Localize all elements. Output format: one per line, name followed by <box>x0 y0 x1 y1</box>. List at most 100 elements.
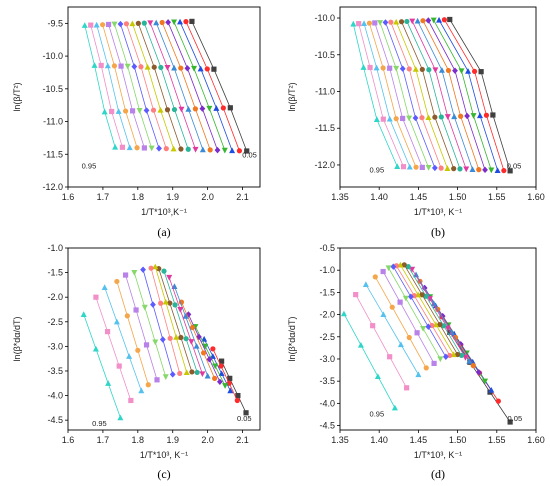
data-point <box>380 116 386 122</box>
data-point <box>185 311 192 318</box>
y-axis-label: ln(β*dα/dT) <box>12 317 22 362</box>
data-point <box>153 19 160 26</box>
data-point <box>128 397 134 404</box>
series-line <box>401 21 455 169</box>
series-line <box>415 274 470 362</box>
series-line <box>167 22 218 151</box>
data-point <box>140 266 146 273</box>
data-point <box>80 311 87 318</box>
data-point <box>171 64 178 71</box>
data-point <box>131 269 138 276</box>
data-point <box>163 146 169 152</box>
data-point <box>447 16 453 23</box>
x-tick-label: 2.0 <box>201 192 214 202</box>
data-point <box>104 62 111 69</box>
data-point <box>199 105 206 112</box>
x-axis-label: 1/T*10³, K⁻¹ <box>414 450 462 460</box>
data-point <box>189 369 195 375</box>
series-line <box>143 22 189 150</box>
data-point <box>425 114 432 121</box>
data-point <box>386 115 393 122</box>
data-point <box>340 310 347 317</box>
data-point <box>399 65 406 72</box>
y-tick-label: -2.5 <box>319 332 335 342</box>
series-line <box>358 23 404 167</box>
panel-caption: (c) <box>157 467 170 481</box>
data-point <box>165 19 172 26</box>
conversion-label: 0.95 <box>82 162 97 171</box>
series-line <box>212 348 238 401</box>
conversion-label: 0.05 <box>507 162 522 171</box>
data-point <box>91 62 98 68</box>
data-point <box>470 363 476 369</box>
series-line <box>126 23 167 149</box>
y-tick-label: -0.5 <box>319 243 335 253</box>
data-point <box>124 313 130 319</box>
data-point <box>457 166 463 172</box>
data-point <box>158 64 164 71</box>
series-line <box>191 21 248 152</box>
data-point <box>188 339 195 345</box>
data-point <box>475 369 482 376</box>
data-point <box>455 351 461 358</box>
data-point <box>430 17 437 24</box>
series-line <box>137 23 182 150</box>
data-point <box>193 342 200 349</box>
data-point <box>488 386 495 393</box>
data-point <box>156 266 162 272</box>
data-point <box>390 263 397 270</box>
data-point <box>432 114 438 120</box>
series-line <box>108 24 145 149</box>
series-line <box>390 22 442 169</box>
panel-d: 1.35 1.40 1.45 1.50 1.55 1.60 -4.5 -4.0 -3.5 -3.0… <box>287 243 545 481</box>
data-point <box>444 325 451 332</box>
data-point <box>406 115 413 122</box>
data-point <box>144 63 151 70</box>
x-tick-label: 1.8 <box>132 192 145 202</box>
conversion-label: 0.05 <box>508 414 523 423</box>
series-line <box>155 22 204 150</box>
data-point <box>425 165 432 171</box>
x-tick-label: 1.6 <box>62 192 75 202</box>
data-point <box>419 115 425 121</box>
series-line <box>95 297 132 401</box>
y-tick-label: -1.0 <box>319 265 335 275</box>
series-line <box>400 264 455 355</box>
series-line <box>179 21 233 151</box>
series-line <box>133 272 167 378</box>
y-tick-label: -1.0 <box>47 243 63 253</box>
data-point <box>134 145 140 151</box>
series-line <box>114 24 153 149</box>
data-point <box>445 67 452 74</box>
data-point <box>101 284 108 290</box>
data-point <box>423 293 429 299</box>
series-line <box>116 281 149 385</box>
data-point <box>148 265 154 271</box>
series-line <box>150 268 181 374</box>
conversion-label: 0.95 <box>370 410 385 419</box>
series-line <box>120 23 160 149</box>
x-tick-label: 2.1 <box>236 435 249 445</box>
x-tick-label: 1.45 <box>410 192 428 202</box>
data-point <box>178 65 184 71</box>
y-tick-label: -3.0 <box>47 341 63 351</box>
data-point <box>482 166 488 174</box>
data-point <box>171 106 178 113</box>
data-point <box>444 114 451 120</box>
plot-frame <box>339 6 537 188</box>
data-point <box>507 168 513 174</box>
data-point <box>414 330 420 336</box>
data-point <box>178 106 185 113</box>
data-point <box>494 167 501 173</box>
data-point <box>118 63 124 69</box>
x-tick-label: 1.60 <box>527 192 545 202</box>
series-line <box>438 19 498 171</box>
data-point <box>380 268 386 275</box>
data-point <box>152 263 159 270</box>
y-tick-label: -4.5 <box>319 421 335 431</box>
data-point <box>451 166 457 172</box>
data-point <box>204 66 210 72</box>
data-point <box>133 307 139 313</box>
y-tick-label: -3.0 <box>319 354 335 364</box>
data-point <box>388 19 394 25</box>
